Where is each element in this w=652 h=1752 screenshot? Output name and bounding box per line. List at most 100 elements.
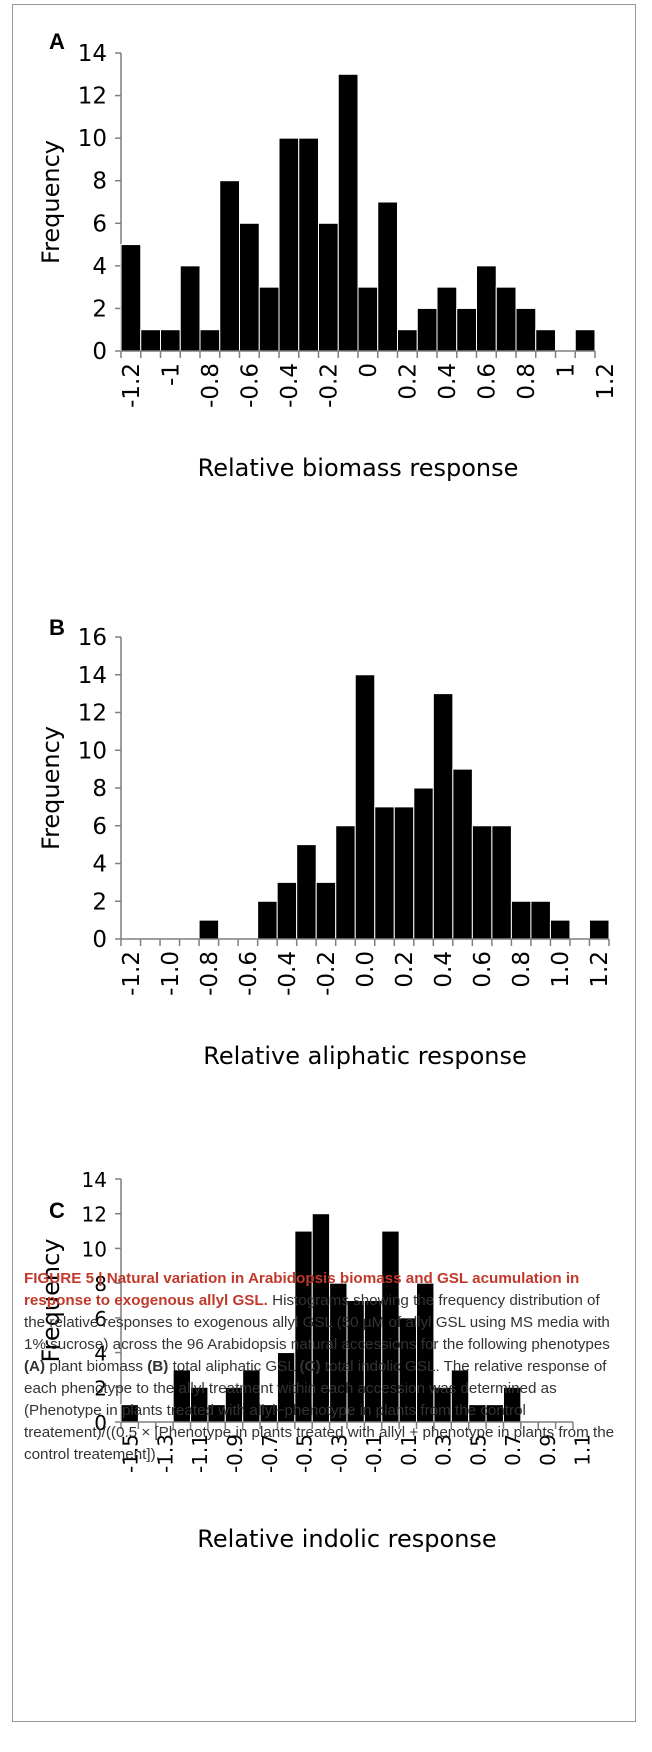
histogram-c: 0 2 4 6 8 10 12 14 -1.5 -1.3 -1.1 -0.9 -0.7 -0.5 -0.3-… [37, 1168, 595, 1553]
y-tick-label: 8 [92, 169, 107, 195]
histogram-bar [515, 307, 537, 352]
y-tick-label: 6 [92, 814, 107, 840]
x-axis-title: Relative indolic response [197, 1525, 496, 1553]
panel-a: A 0 2 4 6 8 10 12 14 -1.2 -1 -0.8 -0.6 -0.4 -0.2 0 0.2 0… [13, 11, 619, 581]
histogram-bar [296, 844, 317, 940]
x-tick-label: 0.1 [397, 1434, 421, 1466]
histogram-bar [510, 900, 532, 940]
y-tick-label: 12 [78, 84, 107, 110]
histogram-bar [535, 329, 556, 352]
x-tick-label: 0.8 [514, 363, 540, 400]
histogram-bar [456, 307, 477, 352]
x-tick-label: -0.9 [223, 1434, 247, 1473]
x-tick-label: -0.1 [362, 1434, 386, 1473]
y-tick-label: 4 [94, 1342, 107, 1366]
x-tick-label: 0.4 [435, 363, 461, 400]
x-tick-label: 0.5 [466, 1434, 490, 1466]
panel-letter-b: B [49, 615, 65, 640]
y-tick-label: 12 [82, 1203, 107, 1227]
x-tick-label: -0.2 [316, 363, 342, 408]
caption-ref-b: (B) [147, 1358, 169, 1375]
y-tick-label: 2 [94, 1376, 107, 1400]
caption-title: FIGURE 5 | Natural variation in Arabidop… [24, 1270, 580, 1309]
histogram-bar [219, 180, 240, 352]
histogram-bar [495, 286, 517, 352]
y-tick-label: 2 [92, 889, 107, 915]
x-axis-title: Relative biomass response [198, 454, 519, 482]
histogram-bar [160, 329, 181, 352]
y-axis-title: Frequency [37, 1239, 65, 1363]
x-tick-label: 0.2 [392, 951, 418, 988]
x-tick-label: -0.6 [236, 951, 262, 996]
histogram-bar [315, 881, 337, 940]
histogram-bar [588, 919, 610, 940]
y-tick-label: 0 [92, 339, 107, 365]
y-axis-title: Frequency [37, 140, 65, 264]
y-tick-label: 16 [78, 625, 107, 651]
histogram-bar [374, 806, 395, 940]
histogram-bar [491, 825, 512, 940]
histogram-bar [393, 806, 415, 940]
x-tick-label: 0.7 [501, 1434, 525, 1466]
x-tick-label: 0.6 [474, 363, 500, 400]
x-tick-label: -1.2 [119, 363, 145, 408]
x-tick-label: 1.2 [593, 363, 619, 400]
y-tick-label: 0 [92, 927, 107, 953]
histogram-bar [318, 222, 339, 352]
histogram-bar [199, 329, 221, 352]
y-axis-title: Frequency [37, 726, 65, 850]
x-tick-label: -1 [158, 363, 184, 386]
x-tick-label: 0.9 [536, 1434, 560, 1466]
y-tick-label: 0 [94, 1411, 107, 1435]
x-tick-label: -0.7 [258, 1434, 282, 1473]
histogram-bar [574, 329, 596, 352]
x-tick-label: 0.6 [470, 951, 496, 988]
y-tick-label: 14 [82, 1168, 107, 1192]
x-tick-label: -1.2 [119, 951, 145, 996]
histogram-b: 0 2 4 6 8 10 12 14 16 -1.2 -1.0 -0.8 -0.6 -0.4 -0.2 0.0… [37, 625, 613, 1070]
caption-text-2: plant biomass [45, 1358, 148, 1375]
x-tick-label: 0.2 [395, 363, 421, 400]
x-tick-label: 0.4 [431, 951, 457, 988]
histogram-bar [452, 768, 473, 940]
caption-paragraph: FIGURE 5 | Natural variation in Arabidop… [24, 1268, 624, 1466]
panel-letter-c: C [49, 1198, 65, 1223]
panel-letter-a: A [49, 29, 65, 54]
histogram-bar [120, 244, 142, 352]
x-tick-label: -1.5 [119, 1434, 143, 1473]
figure-caption: FIGURE 5 | Natural variation in Arabidop… [24, 1268, 624, 1466]
x-tick-label: -1.1 [188, 1434, 212, 1473]
x-tick-label: -0.6 [237, 363, 263, 408]
y-tick-label: 10 [78, 738, 107, 764]
x-tick-label: 0.8 [509, 951, 535, 988]
x-tick-label: 1.2 [587, 951, 613, 988]
figure-frame: A 0 2 4 6 8 10 12 14 -1.2 -1 -0.8 -0.6 -0.4 -0.2 0 0.2 0… [12, 4, 636, 1722]
histogram-bar [549, 919, 571, 940]
x-tick-label: -1.3 [153, 1434, 177, 1473]
histogram-bar [276, 881, 298, 940]
caption-text-1: Histograms showing the frequency distrib… [24, 1292, 610, 1353]
histogram-bar [337, 73, 359, 352]
histogram-bar [354, 674, 376, 940]
x-tick-label: -0.8 [198, 363, 224, 408]
histogram-bar [179, 265, 201, 352]
x-tick-label: 1.1 [571, 1434, 595, 1466]
histogram-bar [432, 693, 454, 940]
x-tick-label: -0.4 [277, 363, 303, 408]
x-tick-label: -1.0 [158, 951, 184, 996]
x-tick-label: 1.0 [548, 951, 574, 988]
x-axis-title: Relative aliphatic response [203, 1042, 527, 1070]
x-tick-label: -0.8 [197, 951, 223, 996]
histogram-bar [436, 286, 458, 352]
histogram-bar [198, 919, 220, 940]
x-tick-label: -0.2 [314, 951, 340, 996]
y-tick-label: 6 [94, 1307, 107, 1331]
y-tick-label: 14 [78, 663, 107, 689]
caption-ref-c: (C) [299, 1358, 321, 1375]
y-tick-label: 8 [94, 1272, 107, 1296]
panel-b: B 0 2 4 6 8 10 12 14 16 -1.2 -1.0 -0.8 -0.6 -0.4 -0.2 0… [13, 597, 613, 1171]
y-tick-label: 12 [78, 701, 107, 727]
caption-ref-a: (A) [24, 1358, 46, 1375]
caption-text-3: total aliphatic GSL [168, 1358, 300, 1375]
histogram-bar [278, 137, 300, 352]
